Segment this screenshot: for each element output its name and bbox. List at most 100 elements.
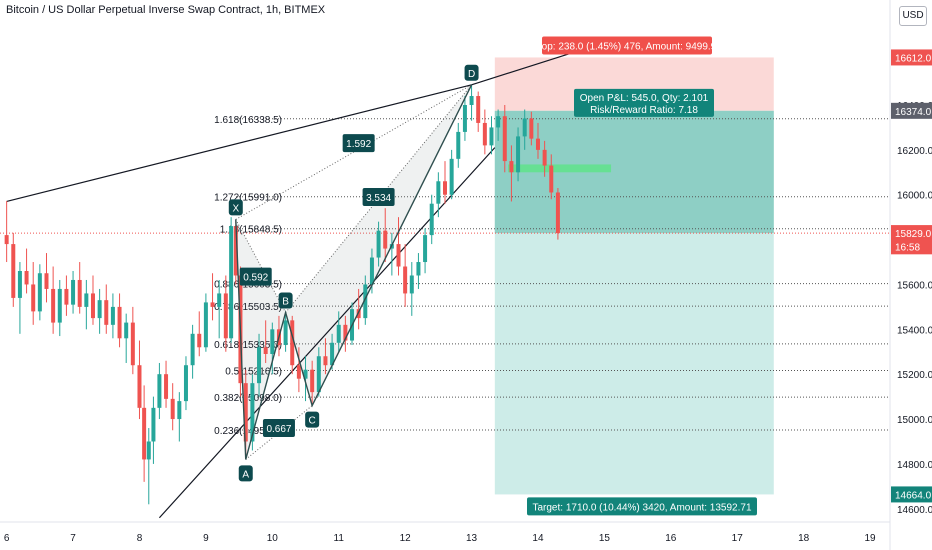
candle-body — [124, 322, 129, 339]
fib-level-label: 0.618(15335.0) — [214, 340, 282, 351]
harmonic-pattern-path — [235, 84, 473, 460]
price-tag — [891, 225, 932, 242]
candle-body — [310, 369, 315, 393]
pattern-point-label: B — [282, 297, 289, 308]
candle-body — [509, 161, 514, 173]
candle-body — [177, 401, 182, 420]
x-tick-label: 16 — [665, 533, 677, 544]
candle-body — [462, 105, 467, 132]
price-tag — [891, 238, 932, 255]
candle-body — [64, 288, 69, 305]
candle-body — [250, 383, 255, 442]
candle-body — [316, 356, 321, 393]
pattern-point-label: C — [309, 416, 316, 427]
candle-body — [283, 320, 288, 346]
price-tag — [891, 49, 932, 66]
currency-button[interactable]: USD — [899, 6, 927, 26]
y-tick-label: 15600.0 — [897, 280, 932, 291]
x-tick-label: 8 — [137, 533, 143, 544]
price-tag-label: 16612.0 — [895, 53, 932, 64]
trendline-extension — [471, 48, 585, 86]
candle-body — [104, 300, 109, 325]
ratio-badge — [262, 419, 295, 438]
candle-body — [549, 165, 554, 193]
candle-body — [130, 322, 135, 366]
candle-body — [542, 149, 547, 166]
candle-body — [369, 257, 374, 285]
candle-body — [336, 324, 341, 343]
ratio-label: 3.534 — [366, 193, 391, 204]
candle-body — [217, 293, 222, 307]
candle-body — [436, 181, 441, 204]
fib-level-label: 1.13(15848.5) — [220, 225, 282, 236]
candle-body — [31, 284, 36, 312]
candle-body — [489, 127, 494, 146]
pnl-label-line2: Risk/Reward Ratio: 7.18 — [590, 105, 698, 116]
ratio-badge — [239, 267, 272, 286]
chart-title: Bitcoin / US Dollar Perpetual Inverse Sw… — [6, 4, 326, 16]
candle-body — [243, 383, 248, 442]
candle-body — [516, 136, 521, 173]
candle-body — [142, 407, 147, 460]
candle-body — [522, 118, 527, 137]
candle-body — [197, 333, 202, 348]
ratio-label: 1.592 — [346, 139, 371, 150]
y-tick-label: 15400.0 — [897, 325, 932, 336]
x-tick-label: 11 — [334, 533, 345, 544]
candle-body — [190, 333, 195, 366]
candle-body — [423, 235, 428, 263]
candle-body — [71, 279, 76, 305]
candle-body — [44, 273, 49, 289]
candle-body — [383, 230, 388, 249]
target-label: Target: 1710.0 (10.44%) 3420, Amount: 13… — [532, 502, 751, 513]
candle-body — [502, 116, 507, 162]
candle-body — [323, 356, 328, 366]
pattern-point-label: X — [232, 203, 239, 214]
price-tag-label: 14664.0 — [895, 490, 932, 501]
candle-body — [409, 275, 414, 294]
candle-body — [57, 288, 62, 323]
candle-body — [356, 309, 361, 319]
y-tick-label: 16200.0 — [897, 146, 932, 157]
candle-body — [257, 347, 262, 384]
candle-body — [90, 293, 95, 319]
fib-level-label: 0.236(14951.0) — [214, 426, 282, 437]
candle-body — [330, 342, 335, 366]
y-tick-label: 14600.0 — [897, 505, 932, 516]
highlight-box — [508, 164, 612, 173]
candle-body — [270, 329, 275, 354]
trendline — [158, 147, 496, 519]
price-tag-label: 16374.0 — [895, 107, 932, 118]
y-tick-label: 16000.0 — [897, 191, 932, 202]
candle-body — [482, 122, 487, 146]
ratio-label: 0.592 — [243, 273, 268, 284]
pattern-point-c-marker — [305, 411, 320, 428]
pattern-bd-dotted — [285, 84, 472, 313]
y-tick-label: 15200.0 — [897, 370, 932, 381]
x-tick-label: 6 — [4, 533, 10, 544]
ratio-badge — [342, 134, 375, 153]
candle-body — [343, 324, 348, 341]
trendline — [6, 84, 472, 203]
candle-body — [376, 230, 381, 258]
x-tick-label: 10 — [267, 533, 279, 544]
candle-body — [363, 284, 368, 319]
candle-body — [17, 271, 22, 298]
candle-body — [117, 306, 122, 339]
candle-body — [229, 226, 234, 339]
pnl-label-line1: Open P&L: 545.0, Qty: 2.101 — [580, 93, 709, 104]
candle-body — [529, 118, 534, 139]
x-tick-label: 7 — [70, 533, 76, 544]
x-tick-label: 14 — [532, 533, 544, 544]
price-tag — [891, 102, 932, 119]
x-tick-label: 12 — [400, 533, 412, 544]
stop-label: Stop: 238.0 (1.45%) 476, Amount: 9499.96 — [532, 41, 722, 52]
candle-body — [223, 293, 228, 339]
pattern-point-d-marker — [464, 64, 479, 81]
fib-level-label: 1.618(16338.5) — [214, 115, 282, 126]
candle-body — [170, 398, 175, 420]
candle-body — [449, 158, 454, 195]
candle-body — [11, 244, 16, 298]
stop-badge — [542, 36, 712, 55]
